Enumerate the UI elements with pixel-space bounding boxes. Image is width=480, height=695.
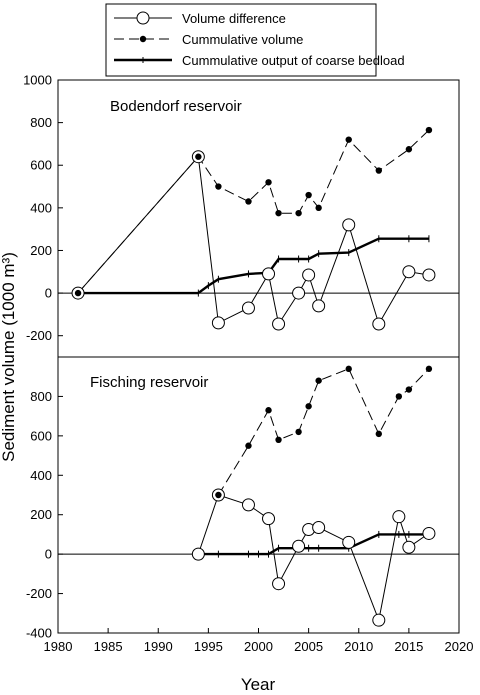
point-cumulative-volume-1999 <box>245 198 252 205</box>
point-cumulative-volume-2001 <box>265 407 272 414</box>
point-volume-difference-2001 <box>262 512 276 526</box>
x-tick-label-2020: 2020 <box>445 639 474 654</box>
legend-label-cumulative-volume: Cummulative volume <box>182 32 303 47</box>
point-volume-difference-2014 <box>392 510 406 524</box>
point-volume-difference-2006 <box>312 521 326 535</box>
point-volume-difference-2005 <box>302 268 316 282</box>
point-cumulative-volume-2004 <box>295 209 302 217</box>
point-cumulative-volume-1999 <box>245 442 252 449</box>
legend-frame <box>105 3 377 77</box>
point-cumulative-volume-1996 <box>215 183 222 190</box>
y-tick-label--400: -400 <box>26 626 52 641</box>
y-tick-label-800: 800 <box>30 389 52 404</box>
line-cumulative-volume <box>217 368 430 496</box>
line-cumulative-volume <box>77 129 430 294</box>
point-cumulative-volume-2001 <box>265 179 272 186</box>
point-cumulative-volume-1982 <box>74 289 82 297</box>
point-cumulative-volume-2009 <box>345 136 352 143</box>
y-tick-label-200: 200 <box>30 243 52 258</box>
y-tick-label-600: 600 <box>30 428 52 443</box>
x-tick-label-1995: 1995 <box>194 639 223 654</box>
point-cumulative-volume-2012 <box>375 430 382 438</box>
point-cumulative-volume-2012 <box>375 167 382 174</box>
point-cumulative-volume-2009 <box>345 365 352 373</box>
y-axis-title: Sediment volume (1000 m³) <box>0 252 18 462</box>
point-volume-difference-2012 <box>372 317 386 331</box>
panel-title-bodendorf: Bodendorf reservoir <box>110 98 242 115</box>
x-tick-label-1980: 1980 <box>44 639 73 654</box>
point-cumulative-volume-2002 <box>275 436 282 443</box>
point-cumulative-volume-2014 <box>395 393 403 400</box>
y-tick-label-800: 800 <box>30 115 52 130</box>
point-cumulative-volume-2005 <box>305 191 312 199</box>
y-tick-label-0: 0 <box>45 286 52 301</box>
x-axis: 1980 1985 1990 1995 2000 2005 2010 2015 2020 <box>44 628 474 654</box>
point-volume-difference-2017 <box>422 526 436 540</box>
x-tick-label-2010: 2010 <box>344 639 373 654</box>
x-tick-label-2000: 2000 <box>244 639 273 654</box>
point-volume-difference-2006 <box>312 299 326 313</box>
point-cumulative-volume-2017 <box>425 365 433 373</box>
point-cumulative-volume-2006 <box>315 204 322 212</box>
legend-label-volume-difference: Volume difference <box>182 11 286 26</box>
point-cumulative-volume-2002 <box>275 209 282 217</box>
y-tick-label--200: -200 <box>26 328 52 343</box>
x-tick-label-2005: 2005 <box>294 639 323 654</box>
point-cumulative-volume-1994 <box>195 153 202 160</box>
point-volume-difference-2009 <box>342 218 356 232</box>
panel-title-fisching: Fisching reservoir <box>90 374 208 391</box>
point-volume-difference-2004 <box>292 539 306 553</box>
point-volume-difference-1999 <box>241 498 255 512</box>
legend-entry-cumulative-volume: Cummulative volume <box>114 32 303 47</box>
point-cumulative-volume-2015 <box>405 386 413 393</box>
y-tick-label--200: -200 <box>26 586 52 601</box>
point-cumulative-volume-2005 <box>305 403 312 410</box>
point-volume-difference-2004 <box>292 286 306 300</box>
point-volume-difference-2002 <box>272 317 286 331</box>
x-tick-label-2015: 2015 <box>394 639 423 654</box>
y-tick-label-600: 600 <box>30 158 52 173</box>
legend-entry-bedload-output: Cummulative output of coarse bedload <box>114 53 405 68</box>
line-bedload-output <box>78 237 429 295</box>
point-cumulative-volume-2004 <box>295 428 302 436</box>
point-volume-difference-1996 <box>211 316 225 330</box>
point-cumulative-volume-2015 <box>405 146 413 153</box>
panel-fisching: -400 -200 0 200 400 600 800 <box>26 365 459 641</box>
y-tick-label-400: 400 <box>30 468 52 483</box>
point-cumulative-volume-2006 <box>315 377 322 384</box>
legend-entry-volume-difference: Volume difference <box>114 11 286 26</box>
y-tick-label-400: 400 <box>30 200 52 215</box>
point-volume-difference-1999 <box>241 301 255 315</box>
point-volume-difference-2002 <box>272 577 286 591</box>
y-tick-label-200: 200 <box>30 507 52 522</box>
legend-marker-cumulative-volume <box>139 35 147 43</box>
point-cumulative-volume-2017 <box>425 126 433 134</box>
x-tick-label-1990: 1990 <box>144 639 173 654</box>
point-volume-difference-2015 <box>402 540 416 554</box>
panel-bodendorf: -200 0 200 400 600 800 1000 <box>23 73 459 343</box>
point-volume-difference-2017 <box>422 268 436 282</box>
point-cumulative-volume-1996 <box>215 491 222 499</box>
point-volume-difference-2015 <box>402 265 416 279</box>
point-volume-difference-2009 <box>342 535 356 549</box>
y-tick-label-0: 0 <box>45 547 52 562</box>
point-volume-difference-1994 <box>191 547 205 561</box>
y-tick-label-1000: 1000 <box>23 73 52 88</box>
x-axis-title: Year <box>241 675 276 694</box>
legend-marker-volume-difference <box>136 11 150 25</box>
point-volume-difference-2001 <box>262 267 276 281</box>
x-tick-label-1985: 1985 <box>94 639 123 654</box>
point-volume-difference-2012 <box>372 613 386 627</box>
legend-label-bedload-output: Cummulative output of coarse bedload <box>182 53 405 68</box>
legend: Volume difference Cummulative volume Cum… <box>105 3 405 77</box>
